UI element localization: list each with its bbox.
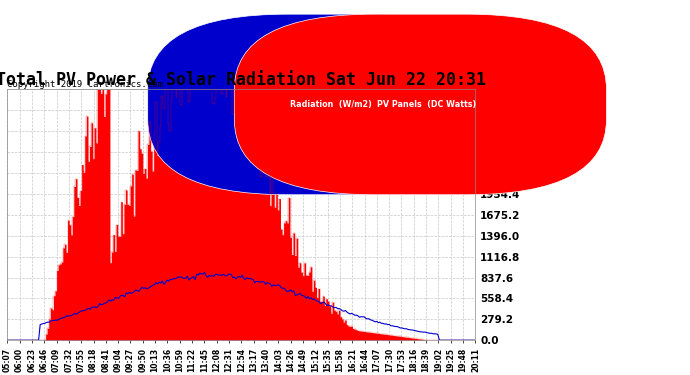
FancyBboxPatch shape bbox=[235, 14, 607, 195]
Title: Total PV Power & Solar Radiation Sat Jun 22 20:31: Total PV Power & Solar Radiation Sat Jun… bbox=[0, 71, 486, 89]
Text: Radiation  (W/m2): Radiation (W/m2) bbox=[290, 100, 373, 109]
FancyBboxPatch shape bbox=[148, 14, 515, 195]
Text: PV Panels  (DC Watts): PV Panels (DC Watts) bbox=[377, 100, 476, 109]
Text: Copyright 2019 Cartronics.com: Copyright 2019 Cartronics.com bbox=[8, 80, 163, 89]
